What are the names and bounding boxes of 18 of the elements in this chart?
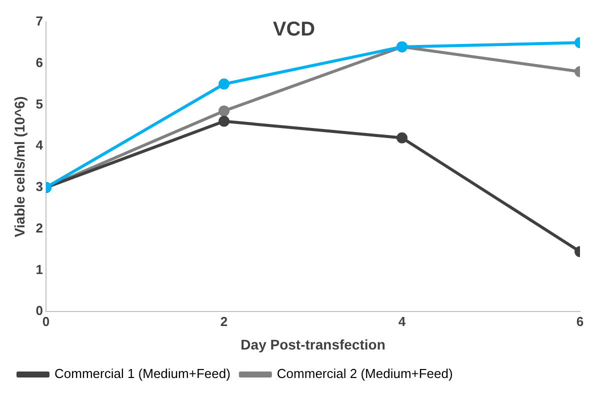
legend-label: Commercial 2 (Medium+Feed) (276, 366, 453, 382)
y-tick-label: 1 (36, 262, 44, 277)
x-tick-label: 4 (398, 314, 406, 329)
point (218, 116, 230, 127)
x-tick-label: 2 (220, 314, 228, 329)
x-axis-title: Day Post-transfection (240, 336, 386, 352)
chart-title: VCD (272, 18, 316, 41)
y-tick-label: 7 (36, 14, 44, 29)
y-tick-label: 0 (36, 303, 44, 318)
y-tick-label: 3 (36, 179, 44, 194)
y-tick-label: 2 (36, 220, 44, 236)
x-tick-label: 6 (576, 314, 584, 329)
y-tick-label: 4 (36, 138, 44, 153)
y-tick-label: 5 (36, 96, 44, 112)
y-tick-label: 6 (36, 54, 44, 70)
point (396, 132, 408, 144)
y-axis-title: Viable cells/ml (10^6) (11, 96, 28, 238)
legend-label: Commercial 1 (Medium+Feed) (54, 366, 230, 382)
